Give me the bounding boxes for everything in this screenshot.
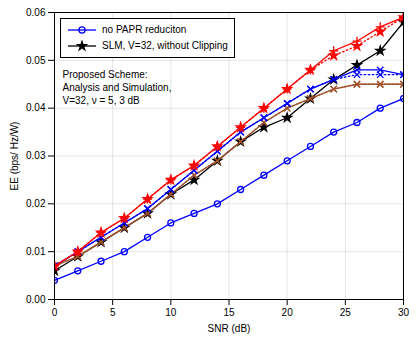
svg-text:EE (bps/ Hz/W): EE (bps/ Hz/W) (9, 122, 20, 191)
html-text:SLM, V=32, without Clipping: SLM, V=32, without Clipping (102, 40, 228, 51)
svg-text:10: 10 (165, 307, 177, 318)
html-text:no PAPR reduciton: no PAPR reduciton (102, 24, 187, 35)
svg-text:0.02: 0.02 (26, 198, 46, 209)
svg-text:0.03: 0.03 (26, 150, 46, 161)
svg-text:Proposed Scheme:Analysis and S: Proposed Scheme:Analysis and Simulation,… (63, 69, 172, 106)
svg-text:0.05: 0.05 (26, 55, 46, 66)
svg-text:25: 25 (340, 307, 352, 318)
svg-text:0.01: 0.01 (26, 246, 46, 257)
svg-text:0.04: 0.04 (26, 102, 46, 113)
svg-text:20: 20 (282, 307, 294, 318)
svg-text:5: 5 (110, 307, 116, 318)
svg-text:SNR (dB): SNR (dB) (208, 323, 251, 334)
svg-text:0.00: 0.00 (26, 294, 46, 305)
svg-text:15: 15 (223, 307, 235, 318)
svg-text:0.06: 0.06 (26, 7, 46, 18)
svg-text:0: 0 (52, 307, 58, 318)
svg-text:30: 30 (398, 307, 410, 318)
